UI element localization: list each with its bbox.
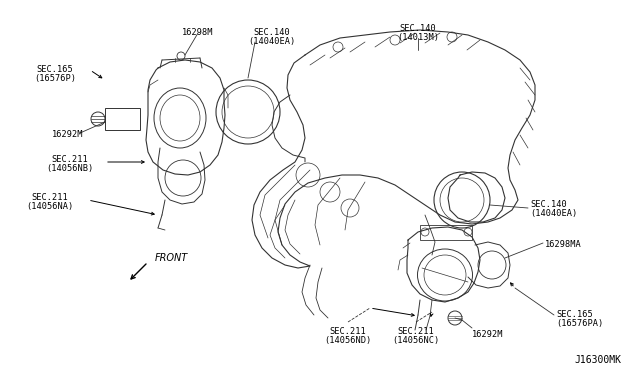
Bar (420, 225, 472, 240)
Text: (14040EA): (14040EA) (530, 209, 577, 218)
Text: 16292M: 16292M (472, 330, 504, 339)
Text: SEC.211: SEC.211 (397, 327, 435, 336)
Text: J16300MK: J16300MK (575, 355, 621, 365)
Text: (14040EA): (14040EA) (248, 37, 296, 46)
Text: 16292M: 16292M (52, 130, 84, 139)
Bar (105, 108, 140, 130)
Text: 16298M: 16298M (182, 28, 214, 37)
Text: 16298MA: 16298MA (545, 240, 582, 249)
Text: SEC.140: SEC.140 (399, 24, 436, 33)
Text: SEC.165: SEC.165 (556, 310, 593, 319)
Text: (14013M): (14013M) (397, 33, 439, 42)
Text: SEC.140: SEC.140 (253, 28, 291, 37)
Text: (14056NB): (14056NB) (46, 164, 93, 173)
Text: SEC.165: SEC.165 (36, 65, 74, 74)
Text: (16576P): (16576P) (34, 74, 76, 83)
Text: (14056ND): (14056ND) (324, 336, 372, 345)
Text: FRONT: FRONT (155, 253, 188, 263)
Text: (14056NC): (14056NC) (392, 336, 440, 345)
Text: (14056NA): (14056NA) (26, 202, 74, 211)
Text: (16576PA): (16576PA) (556, 319, 604, 328)
Text: SEC.211: SEC.211 (31, 193, 68, 202)
Text: SEC.211: SEC.211 (52, 155, 88, 164)
Text: SEC.140: SEC.140 (530, 200, 567, 209)
Text: SEC.211: SEC.211 (330, 327, 366, 336)
